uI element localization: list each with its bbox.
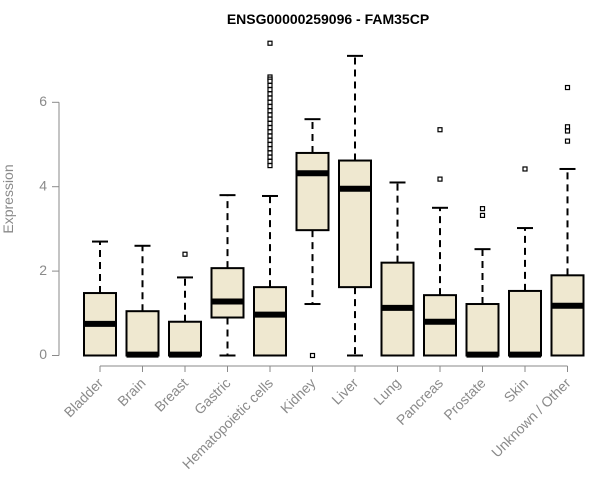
outlier-point (267, 95, 273, 101)
outlier-point (564, 138, 571, 144)
outlier-point (267, 146, 273, 152)
outlier-point (267, 154, 273, 160)
y-tick-label: 4 (39, 177, 47, 193)
box-skin (508, 166, 542, 358)
box-kidney (295, 118, 330, 359)
outlier-point (267, 158, 273, 164)
outlier-point (182, 251, 188, 257)
outlier-point (479, 212, 486, 218)
x-tick-label: Lung (370, 375, 403, 408)
x-tick-label: Liver (328, 375, 361, 408)
box-iqr (253, 286, 287, 357)
outlier-point (267, 40, 273, 46)
y-axis: 0 2 4 6 (39, 93, 60, 362)
box-iqr (338, 159, 372, 289)
box-iqr (210, 267, 245, 319)
outlier-point (267, 137, 273, 143)
outlier-point (479, 206, 486, 212)
box-iqr (550, 274, 585, 357)
outlier-point (267, 120, 273, 127)
outlier-point (564, 128, 571, 134)
x-tick-label: Breast (151, 375, 191, 415)
x-tick-label: Pancreas (393, 375, 446, 428)
box-iqr (295, 151, 330, 232)
box-iqr (125, 310, 160, 357)
outlier-point (564, 124, 571, 130)
outlier-point (437, 176, 443, 182)
y-tick-label: 6 (39, 93, 47, 109)
x-tick-label: Unknown / Other (488, 375, 574, 461)
outlier-point (267, 103, 273, 110)
outlier-point (564, 84, 571, 91)
outlier-point (309, 352, 316, 359)
box-unknown-other (550, 84, 585, 357)
boxes-group (83, 40, 585, 359)
outlier-point (522, 166, 528, 172)
outlier-point (267, 91, 273, 97)
x-tick-label: Brain (114, 375, 148, 409)
x-tick-label: Skin (501, 375, 532, 406)
y-tick-label: 2 (39, 262, 47, 278)
box-brain (125, 244, 160, 358)
box-bladder (83, 240, 117, 357)
box-iqr (465, 303, 500, 357)
box-hematopoietic-cells (253, 40, 287, 357)
outlier-point (267, 87, 273, 93)
y-tick-label: 0 (39, 346, 47, 362)
box-breast (168, 251, 202, 358)
box-iqr (423, 294, 457, 357)
x-tick-label: Bladder (61, 375, 107, 421)
box-liver (338, 54, 372, 357)
box-lung (380, 181, 415, 357)
outlier-point (267, 150, 273, 156)
outlier-point (267, 163, 273, 169)
outlier-point (267, 112, 273, 118)
outlier-point (267, 125, 273, 131)
outlier-point (267, 108, 273, 114)
box-gastric (210, 194, 245, 357)
box-pancreas (423, 127, 457, 357)
box-prostate (465, 206, 500, 358)
x-tick-label: Prostate (440, 375, 488, 423)
outlier-point (267, 82, 273, 89)
outlier-point (267, 133, 273, 139)
outlier-point (267, 78, 273, 84)
box-iqr (508, 289, 542, 357)
outlier-point (267, 99, 273, 105)
outlier-point (267, 116, 273, 122)
y-axis-label: Expression (0, 164, 16, 233)
x-tick-label: Kidney (277, 375, 319, 417)
box-iqr (168, 320, 202, 357)
chart-title: ENSG00000259096 - FAM35CP (227, 11, 429, 27)
outlier-point (437, 127, 443, 133)
outlier-point (267, 129, 273, 135)
outlier-point (267, 141, 273, 148)
